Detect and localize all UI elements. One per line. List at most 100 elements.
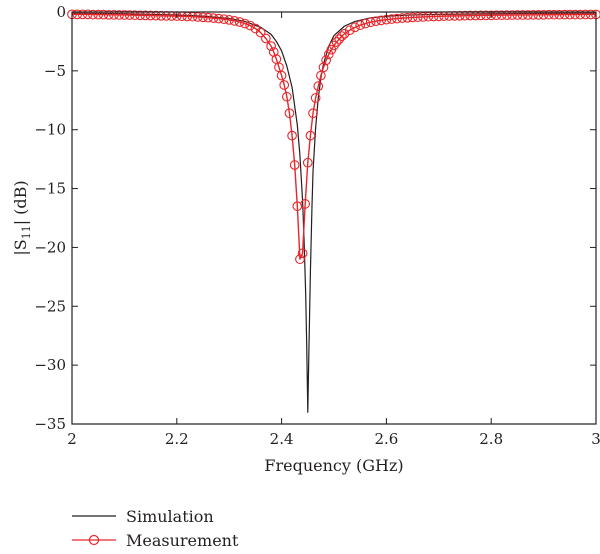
- measurement-point: [305, 130, 316, 141]
- y-axis-label-subscript: 11: [20, 225, 33, 239]
- measurement-point: [208, 13, 219, 23]
- measurement-point: [321, 55, 331, 66]
- series-layer: [67, 9, 600, 413]
- measurement-point: [365, 17, 376, 28]
- y-tick-label: −10: [34, 121, 66, 139]
- measurement-point: [585, 9, 596, 20]
- measurement-point: [481, 10, 491, 21]
- measurement-point: [229, 15, 240, 26]
- measurement-point: [470, 10, 481, 21]
- measurement-point: [135, 10, 145, 21]
- y-tick-label: −5: [44, 62, 66, 80]
- measurement-point: [564, 9, 575, 20]
- measurement-point: [371, 16, 381, 27]
- measurement-point: [93, 9, 104, 20]
- measurement-point: [287, 130, 297, 141]
- legend: Simulation Measurement: [72, 507, 239, 550]
- axis-ticks: 2 2.2 2.4 2.6 2.8 3 0 −5 −10 −15 −20 −25 −30 −35: [34, 3, 600, 448]
- measurement-point: [491, 10, 502, 21]
- measurement-point: [512, 10, 523, 20]
- measurement-point: [323, 49, 334, 60]
- measurement-point: [224, 15, 235, 25]
- measurement-point: [554, 9, 565, 20]
- measurement-point: [528, 9, 538, 20]
- measurement-point: [198, 12, 208, 23]
- measurement-point: [355, 20, 366, 31]
- measurement-point: [114, 10, 125, 20]
- measurement-point: [240, 18, 250, 29]
- measurement-point: [334, 34, 345, 44]
- measurement-point: [276, 70, 287, 81]
- x-tick-label: 2.4: [270, 430, 294, 448]
- x-tick-label: 2.2: [165, 430, 189, 448]
- measurement-line: [72, 13, 596, 260]
- measurement-point: [268, 47, 279, 57]
- measurement-point: [360, 18, 371, 29]
- measurement-point: [192, 12, 203, 22]
- measurement-point: [543, 9, 554, 20]
- measurement-point: [533, 9, 544, 20]
- x-axis-label: Frequency (GHz): [264, 456, 403, 475]
- measurement-point: [496, 10, 507, 21]
- measurement-point: [145, 10, 156, 21]
- y-axis-label-tail: | (dB): [11, 180, 30, 225]
- measurement-point: [245, 20, 256, 31]
- measurement-point: [150, 10, 161, 21]
- measurement-point: [255, 27, 266, 38]
- measurement-point: [284, 108, 295, 119]
- measurement-point: [279, 80, 290, 90]
- measurement-point: [77, 9, 88, 20]
- measurement-point: [549, 9, 559, 20]
- measurement-point: [407, 12, 418, 23]
- y-tick-label: 0: [56, 3, 66, 21]
- measurement-point: [344, 25, 355, 36]
- measurement-point: [412, 12, 423, 23]
- measurement-point: [350, 22, 360, 33]
- measurement-point: [109, 9, 119, 20]
- measurement-point: [213, 13, 224, 24]
- measurement-point: [261, 33, 271, 44]
- plot-frame: [71, 11, 597, 425]
- measurement-point: [203, 12, 214, 23]
- measurement-point: [376, 15, 387, 26]
- measurement-point: [418, 12, 428, 22]
- y-tick-label: −35: [34, 415, 66, 433]
- measurement-point: [538, 9, 549, 20]
- measurement-point: [465, 10, 476, 21]
- measurement-point: [88, 9, 98, 20]
- measurement-point: [570, 9, 580, 20]
- measurement-point: [580, 9, 591, 20]
- measurement-point: [559, 9, 570, 20]
- measurement-point: [289, 160, 300, 170]
- legend-measurement-label: Measurement: [126, 531, 239, 550]
- measurement-point: [72, 9, 83, 20]
- measurement-point: [310, 93, 321, 103]
- legend-measurement-marker: [88, 534, 100, 546]
- measurement-point: [297, 248, 308, 259]
- measurement-point: [98, 9, 109, 20]
- x-tick-label: 2.8: [479, 430, 503, 448]
- y-tick-label: −30: [34, 356, 66, 374]
- measurement-point: [386, 14, 397, 24]
- measurement-point: [507, 10, 518, 20]
- measurement-point: [392, 13, 402, 24]
- measurement-point: [475, 10, 486, 21]
- measurement-point: [339, 28, 350, 39]
- measurement-point: [219, 14, 229, 25]
- y-tick-label: −25: [34, 297, 66, 315]
- measurement-point: [295, 254, 305, 265]
- measurement-point: [302, 157, 313, 168]
- measurement-point: [103, 9, 114, 20]
- measurement-point: [234, 17, 245, 27]
- measurement-point: [82, 9, 93, 20]
- measurement-point: [397, 13, 407, 23]
- x-tick-label: 3: [591, 430, 600, 448]
- x-tick-label: 2: [67, 430, 77, 448]
- measurement-point: [313, 81, 324, 92]
- legend-simulation-label: Simulation: [126, 507, 214, 526]
- y-axis-label: |S11| (dB): [11, 180, 33, 255]
- x-tick-label: 2.6: [374, 430, 398, 448]
- measurement-point: [575, 9, 586, 20]
- measurement-point: [318, 62, 329, 73]
